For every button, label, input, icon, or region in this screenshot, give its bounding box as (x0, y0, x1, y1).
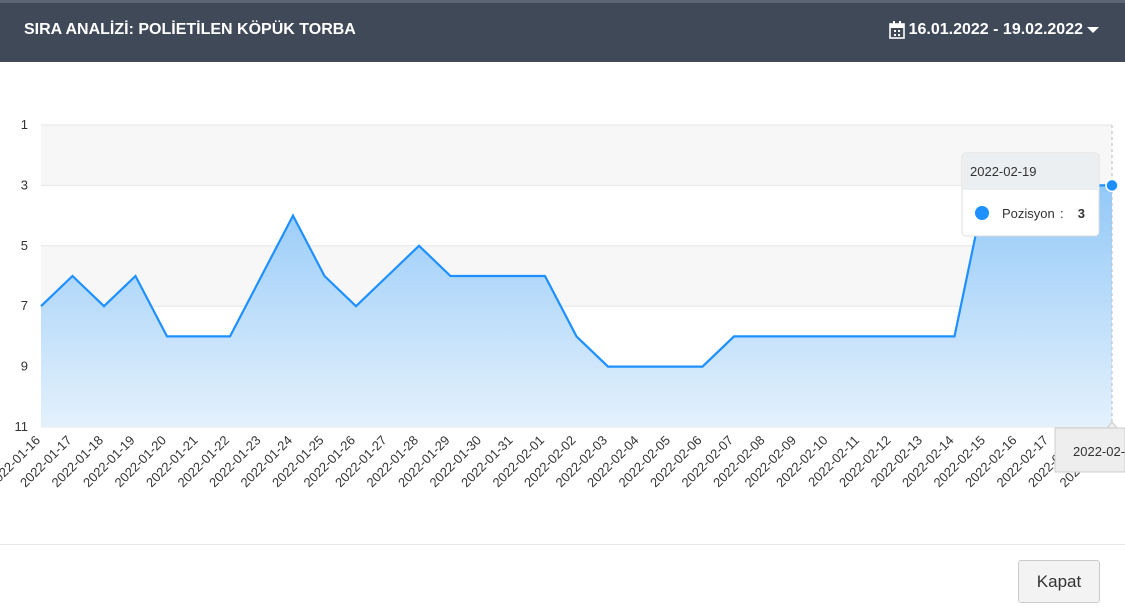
y-tick-label: 9 (21, 359, 28, 374)
crosshair-label-box (1054, 421, 1125, 473)
area-fill (41, 185, 1112, 427)
tooltip-value: 3 (1078, 206, 1085, 221)
tooltip: 2022-02-19 Pozisyon:3 (961, 152, 1100, 237)
tooltip-header-bg (963, 154, 1098, 190)
y-tick-label: 1 (21, 117, 28, 132)
modal-header: SIRA ANALİZİ: POLİETİLEN KÖPÜK TORBA 16.… (0, 0, 1125, 62)
y-tick-label: 11 (15, 419, 29, 434)
footer-divider (0, 544, 1125, 545)
line (40, 184, 1112, 368)
modal-title: SIRA ANALİZİ: POLİETİLEN KÖPÜK TORBA (24, 21, 356, 38)
tooltip-marker (975, 206, 989, 220)
y-tick-label: 5 (21, 238, 28, 253)
tooltip-series-name: Pozisyon (1002, 206, 1055, 221)
y-tick-label: 3 (21, 177, 28, 192)
caret-icon (1087, 27, 1099, 33)
y-tick-label: 7 (21, 298, 28, 313)
tooltip-colon: : (1060, 206, 1064, 221)
date-range: 16.01.2022 - 19.02.2022 (908, 21, 1083, 38)
grid-band (41, 125, 1112, 186)
close-button[interactable]: Kapat (1018, 560, 1100, 603)
grid-band (41, 245, 1112, 307)
crosshair-label: 2022-02-19 (1073, 444, 1125, 459)
calendar-icon (888, 21, 905, 39)
hover-point (1105, 178, 1119, 193)
tooltip-title: 2022-02-19 (970, 164, 1037, 179)
date-range-picker[interactable]: 16.01.2022 - 19.02.2022 (888, 21, 1099, 39)
